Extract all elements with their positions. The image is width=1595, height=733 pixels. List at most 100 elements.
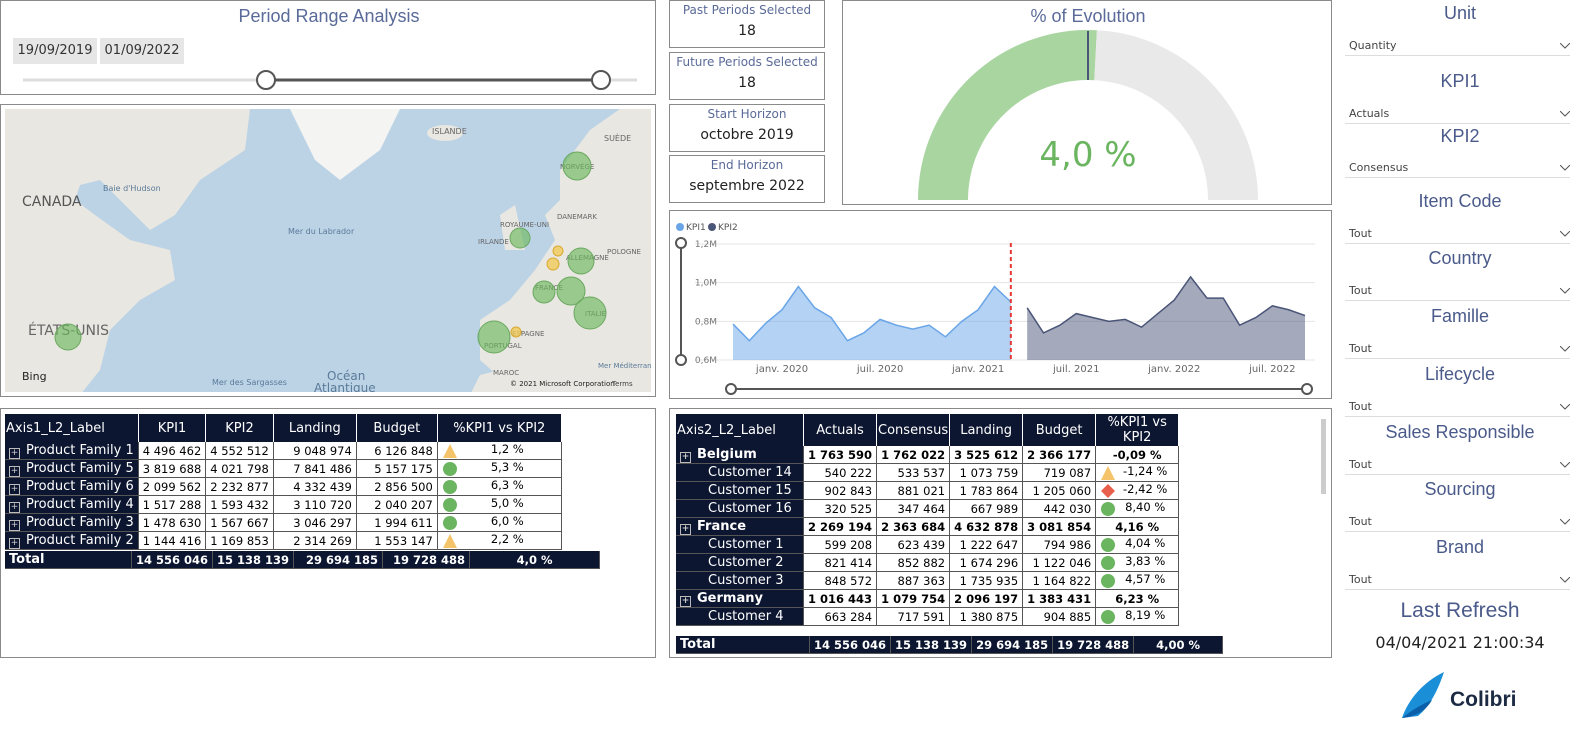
ok-icon — [442, 516, 457, 530]
row-label-text: Customer 4 — [708, 609, 784, 624]
slicer-dropdown[interactable]: Consensus — [1345, 158, 1570, 178]
row-label-text: Customer 16 — [708, 501, 792, 516]
slicer-title: Item Code — [1418, 191, 1502, 211]
cell-value: 2 096 197 — [949, 589, 1024, 608]
chevron — [1560, 346, 1570, 352]
table2: Axis2_L2_Label Actuals Consensus Landing Bud… — [676, 414, 1180, 626]
table-row: Customer 14 540 222 533 537 1 073 759 719 08… — [676, 463, 1180, 482]
row-label-text: Product Family 4 — [26, 496, 134, 512]
card-label: Future Periods Selected — [676, 55, 818, 69]
column-header: KPI1 — [138, 414, 207, 442]
chevron — [1560, 577, 1570, 583]
column-header: KPI2 — [205, 414, 274, 442]
card: Start Horizon octobre 2019 — [669, 104, 825, 152]
cell-value: 3 110 720 — [273, 495, 357, 514]
slicer-dropdown[interactable]: Tout — [1345, 281, 1570, 301]
table2-scroll[interactable]: Axis2_L2_Label Actuals Consensus Landing Bud… — [676, 414, 1216, 636]
legend-marker — [708, 223, 716, 231]
status-icon — [1101, 574, 1116, 588]
status-icon — [1101, 466, 1116, 480]
row-label: + Product Family 5 — [5, 459, 139, 478]
row-label: Total — [676, 636, 810, 654]
map-bubble — [562, 151, 592, 181]
status-icon — [442, 480, 457, 494]
cell-value: 1 016 443 — [803, 589, 878, 608]
row-label: + Product Family 2 — [5, 531, 139, 550]
chevron-path — [1560, 111, 1570, 117]
warn-icon — [442, 534, 457, 548]
y-tick-label: 1,0M — [695, 279, 717, 289]
chevron-path — [1560, 519, 1570, 525]
cell-value: 3 819 688 — [138, 459, 207, 478]
slicer-dropdown[interactable]: Actuals — [1345, 104, 1570, 124]
map-label: Mer des Sargasses — [212, 378, 287, 387]
refresh-title: Last Refresh — [1400, 599, 1520, 622]
start-date[interactable]: 19/09/2019 — [13, 38, 97, 64]
cell-value: 320 525 — [803, 499, 878, 518]
slicer-dropdown[interactable]: Tout — [1345, 339, 1570, 359]
slicer-dropdown[interactable]: Tout — [1345, 512, 1570, 532]
end-date[interactable]: 01/09/2022 — [100, 38, 184, 64]
cell-pct: 4,57 % — [1095, 571, 1180, 590]
gauge-panel: % of Evolution 4,0 % — [842, 0, 1332, 205]
cell-value: 7 841 486 — [273, 459, 357, 478]
x-tick-label: janv. 2021 — [951, 364, 1004, 375]
slicer-value: Actuals — [1349, 107, 1390, 120]
chevron — [1560, 165, 1570, 171]
row-label-text: Customer 2 — [708, 555, 784, 570]
range-slider[interactable] — [1, 1, 655, 94]
chevron — [1560, 404, 1570, 410]
card-value: octobre 2019 — [700, 127, 794, 143]
column-header: Budget — [356, 414, 438, 442]
cell-value: 442 030 — [1022, 499, 1097, 518]
row-label: + Product Family 4 — [5, 495, 139, 514]
slicer-value: Tout — [1349, 400, 1372, 413]
status-icon — [1101, 610, 1116, 624]
cell-pct: 8,40 % — [1095, 499, 1180, 518]
slicer-dropdown[interactable]: Tout — [1345, 455, 1570, 475]
pct-text: 4,04 % — [1125, 536, 1166, 550]
pct-text: -2,42 % — [1123, 482, 1168, 496]
scrollbar[interactable] — [1321, 419, 1326, 494]
status-icon — [442, 534, 457, 548]
cell-pct: 3,83 % — [1095, 553, 1180, 572]
cell-value: 15 138 139 — [212, 551, 295, 569]
series-line — [1026, 275, 1306, 334]
cell-value: 719 087 — [1022, 463, 1097, 482]
row-label: + Product Family 3 — [5, 513, 139, 532]
slicer-dropdown[interactable]: Tout — [1345, 570, 1570, 590]
cell-value: 2 363 684 — [876, 517, 951, 536]
slicer-dropdown[interactable]: Quantity — [1345, 36, 1570, 56]
card-label: Start Horizon — [707, 107, 787, 121]
row-label: Total — [5, 551, 132, 569]
chevron-path — [1560, 577, 1570, 583]
cell-value: 6 126 848 — [356, 442, 438, 460]
y-tick-label: 0,8M — [695, 317, 717, 327]
cell-value: 663 284 — [803, 607, 878, 626]
table-row: Customer 4 663 284 717 591 1 380 875 904 885… — [676, 607, 1180, 626]
column-header: Landing — [273, 414, 357, 442]
cell-value: 1 763 590 — [803, 446, 878, 464]
row-label-text: Belgium — [697, 446, 757, 462]
cell-value: 1 073 759 — [949, 463, 1024, 482]
column-header: Actuals — [803, 414, 878, 446]
cell-value: 347 464 — [876, 499, 951, 518]
slicer-value: Consensus — [1349, 161, 1409, 174]
row-label-text: Product Family 5 — [26, 460, 134, 476]
table-row: Customer 1 599 208 623 439 1 222 647 794 986… — [676, 535, 1180, 554]
gauge-value: 4,0 % — [1039, 135, 1137, 175]
slicer-dropdown[interactable]: Tout — [1345, 224, 1570, 244]
expand-toggle: + — [9, 519, 20, 531]
column-header: Consensus — [876, 414, 951, 446]
cell-value: 1 735 935 — [949, 571, 1024, 590]
pct-text: 6,0 % — [490, 514, 524, 528]
slicer-title: Country — [1428, 248, 1492, 268]
slicer-value: Tout — [1349, 573, 1372, 586]
slicer-dropdown[interactable]: Tout — [1345, 397, 1570, 417]
column-header: Axis2_L2_Label — [676, 414, 804, 446]
gauge-title: % of Evolution — [1030, 6, 1146, 26]
column-header: Landing — [949, 414, 1024, 446]
